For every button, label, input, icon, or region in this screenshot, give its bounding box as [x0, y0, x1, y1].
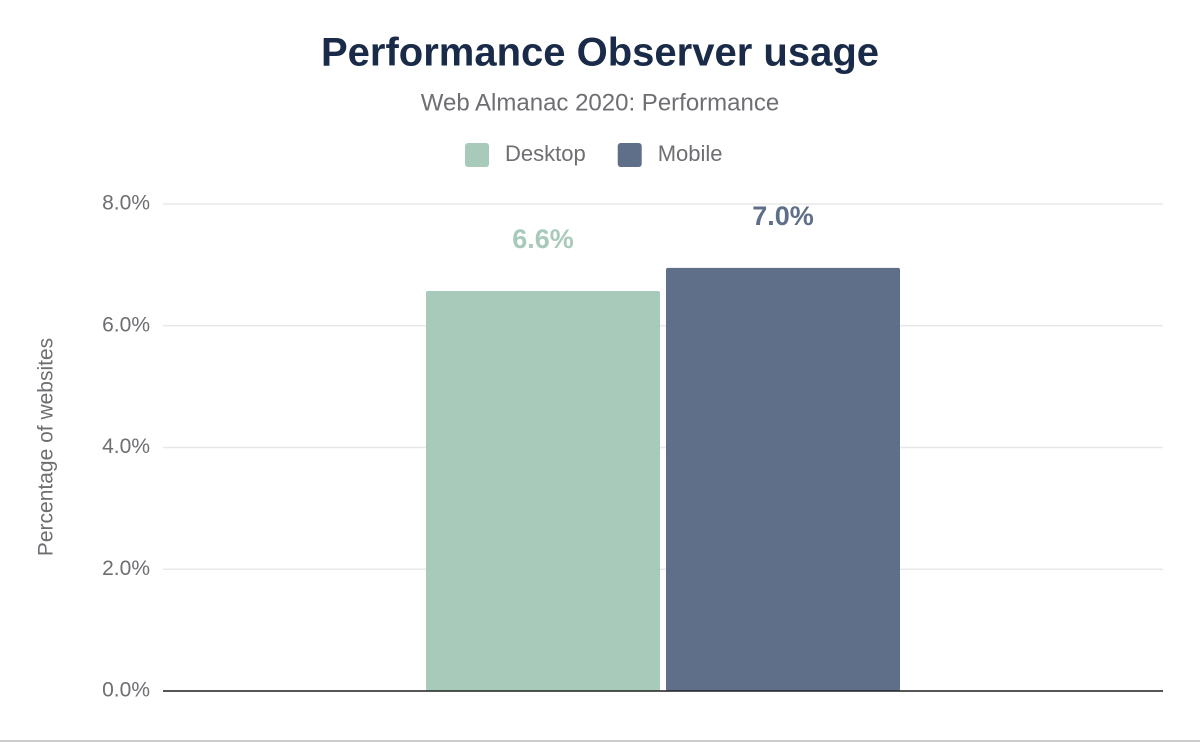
value-label: 6.6% [512, 224, 574, 254]
y-axis-title: Percentage of websites [35, 338, 58, 556]
legend-swatch [465, 143, 489, 167]
y-tick-label: 2.0% [102, 557, 150, 580]
y-tick-label: 4.0% [102, 435, 150, 458]
y-tick-label: 8.0% [102, 192, 150, 215]
chart-title: Performance Observer usage [321, 31, 879, 75]
y-tick-label: 6.0% [102, 313, 150, 336]
bar [426, 291, 660, 691]
legend-swatch [617, 143, 642, 167]
chart-subtitle: Web Almanac 2020: Performance [421, 89, 779, 116]
legend-label: Desktop [505, 141, 586, 166]
value-label: 7.0% [752, 201, 814, 231]
bar [666, 267, 900, 691]
y-tick-label: 0.0% [102, 679, 150, 702]
legend-label: Mobile [658, 141, 723, 166]
